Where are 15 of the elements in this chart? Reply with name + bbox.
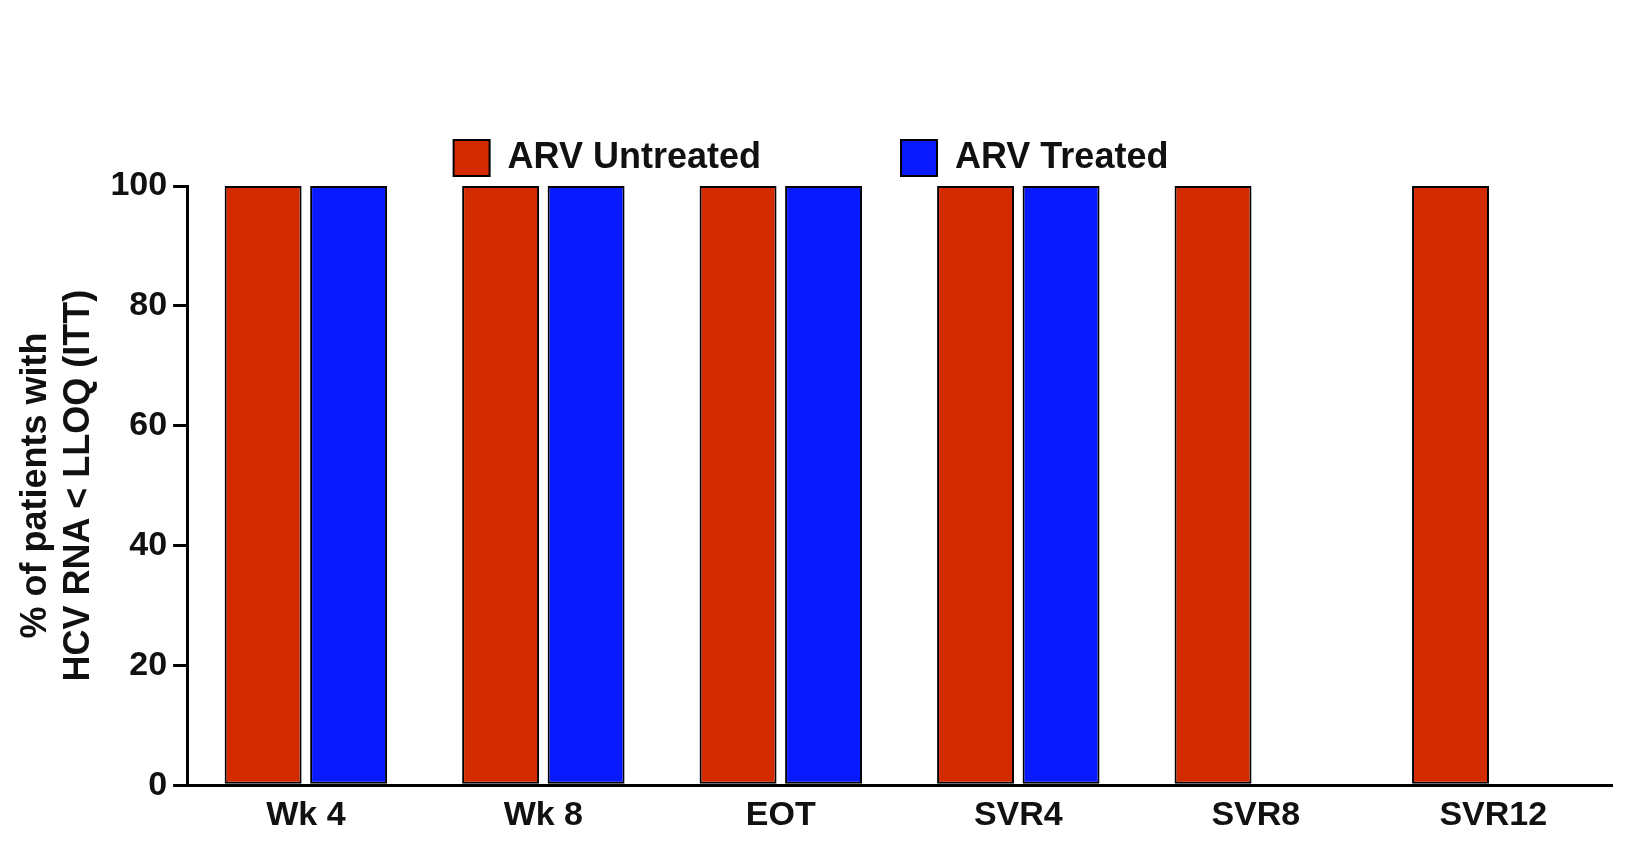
y-tick-label: 0: [148, 763, 168, 802]
x-tick-label: SVR8: [1211, 793, 1301, 832]
y-tick-label: 20: [129, 643, 168, 682]
y-tick-label: 80: [129, 284, 168, 323]
y-axis-title: % of patients with HCV RNA < LLOQ (ITT): [12, 289, 97, 682]
x-tick-label: SVR12: [1439, 793, 1548, 832]
x-tick-label: Wk 8: [503, 793, 584, 832]
x-tick-label: Wk 4: [266, 793, 346, 832]
y-tick-label: 100: [110, 164, 168, 203]
legend-label: ARV Untreated: [507, 134, 761, 176]
y-tick-label: 40: [129, 523, 168, 562]
y-tick-label: 60: [129, 404, 168, 443]
legend-label: ARV Treated: [954, 134, 1169, 176]
x-tick-label: SVR4: [973, 793, 1063, 832]
x-tick-label: EOT: [745, 793, 816, 832]
